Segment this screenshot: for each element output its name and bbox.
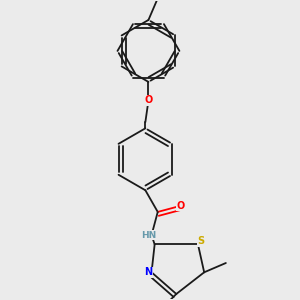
Text: HN: HN	[141, 231, 156, 240]
Text: S: S	[197, 236, 205, 246]
Text: N: N	[144, 267, 152, 277]
Text: O: O	[177, 201, 185, 211]
Text: O: O	[144, 95, 153, 106]
